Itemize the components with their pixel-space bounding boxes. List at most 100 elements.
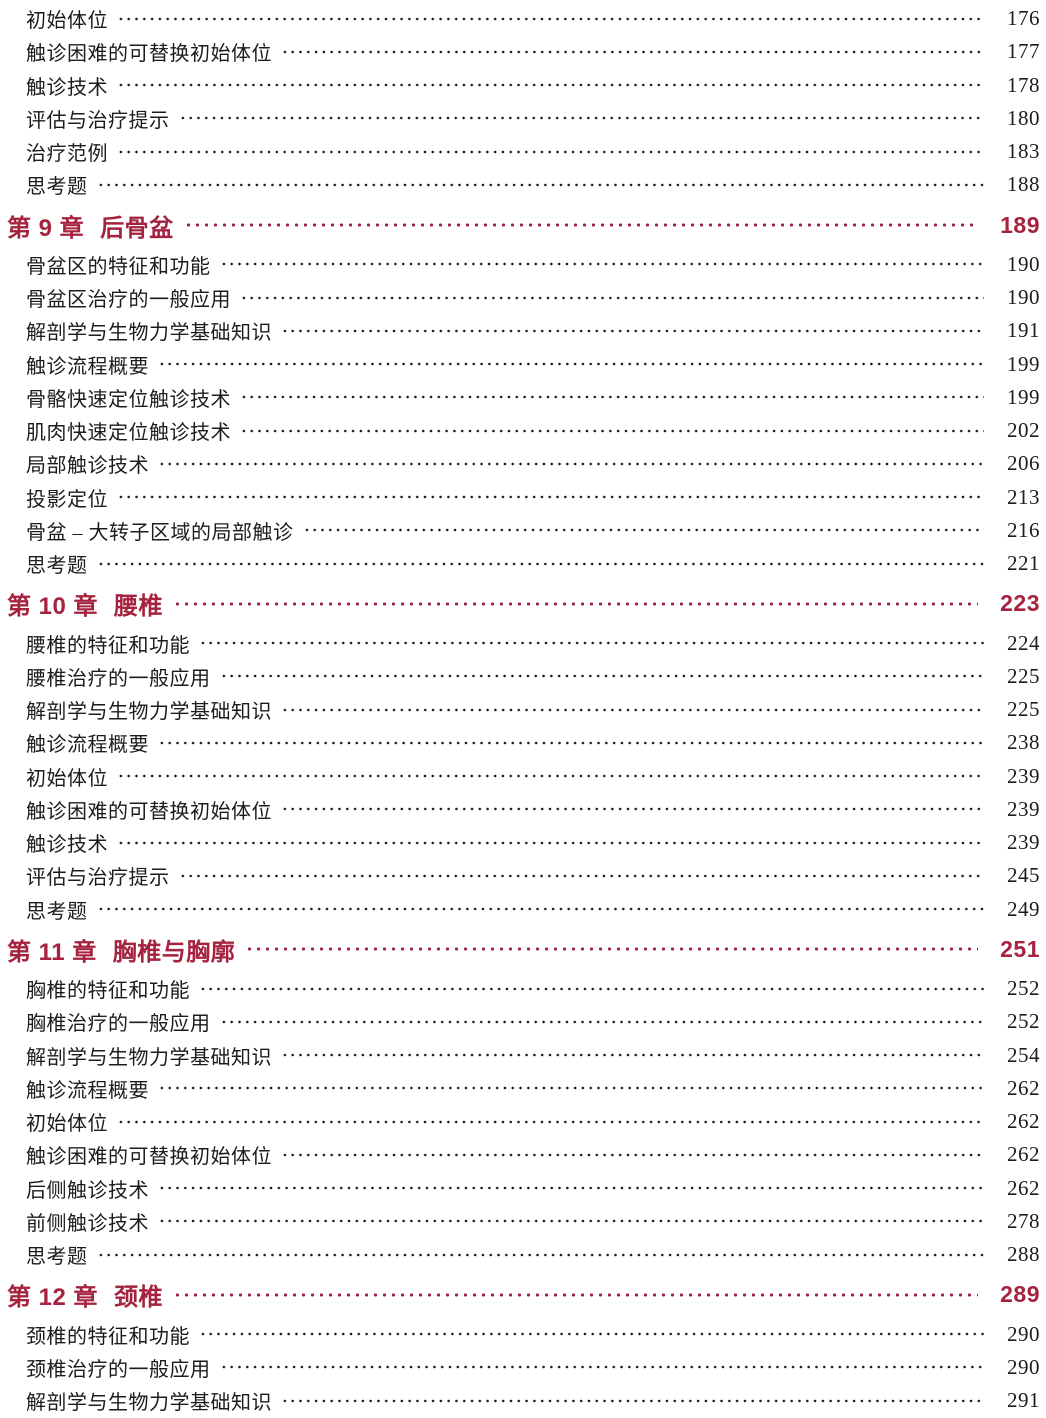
dot-leader — [219, 254, 984, 275]
toc-entry-row: 解剖学与生物力学基础知识 225 — [0, 693, 1040, 726]
dot-leader — [281, 1390, 984, 1411]
toc-entry-row: 初始体位 176 — [0, 2, 1040, 35]
toc-entry-label: 触诊技术 — [26, 76, 108, 99]
toc-entry-label: 评估与治疗提示 — [26, 109, 170, 132]
dot-leader — [117, 832, 984, 853]
toc-entry-row: 后侧触诊技术 262 — [0, 1172, 1040, 1205]
toc-entry-label: 思考题 — [26, 555, 88, 578]
dot-leader — [219, 1357, 984, 1378]
chapter-number: 第 10 章 — [7, 593, 99, 621]
dot-leader — [281, 799, 984, 820]
toc-entry-label: 触诊流程概要 — [26, 1079, 149, 1102]
toc-entry-label: 前侧触诊技术 — [26, 1212, 149, 1235]
toc-entry-label: 后侧触诊技术 — [26, 1179, 149, 1202]
dot-leader — [117, 487, 984, 508]
dot-leader — [117, 75, 984, 96]
chapter-title: 腰椎 — [114, 593, 164, 621]
dot-leader — [96, 899, 984, 920]
toc-entry-row: 前侧触诊技术 278 — [0, 1205, 1040, 1238]
dot-leader — [281, 320, 984, 341]
dot-leader — [240, 287, 984, 308]
toc-entry-page-number: 245 — [1007, 863, 1040, 888]
toc-entry-row: 投影定位 213 — [0, 481, 1040, 514]
toc-entry-page-number: 176 — [1007, 6, 1040, 31]
dot-leader — [117, 141, 984, 162]
dot-leader — [219, 666, 984, 687]
toc-entry-label: 骨盆区治疗的一般应用 — [26, 289, 231, 312]
toc-entry-label: 触诊流程概要 — [26, 734, 149, 757]
toc-entry-page-number: 252 — [1007, 976, 1040, 1001]
toc-entry-page-number: 238 — [1007, 730, 1040, 755]
toc-entry-row: 触诊流程概要 238 — [0, 726, 1040, 759]
dot-leader — [173, 591, 978, 616]
toc-entry-page-number: 262 — [1007, 1175, 1040, 1200]
toc-entry-page-number: 199 — [1007, 351, 1040, 376]
dot-leader — [281, 1144, 984, 1165]
toc-entry-row: 思考题 188 — [0, 168, 1040, 201]
dot-leader — [96, 174, 984, 195]
toc-entry-page-number: 249 — [1007, 896, 1040, 921]
toc-entry-page-number: 278 — [1007, 1208, 1040, 1233]
toc-entry-label: 胸椎治疗的一般应用 — [26, 1013, 211, 1036]
toc-entry-page-number: 199 — [1007, 384, 1040, 409]
toc-entry-page-number: 202 — [1007, 418, 1040, 443]
dot-leader — [173, 1282, 978, 1307]
toc-entry-page-number: 254 — [1007, 1042, 1040, 1067]
toc-entry-page-number: 189 — [1000, 211, 1040, 238]
toc-entry-row: 骨骼快速定位触诊技术 199 — [0, 381, 1040, 414]
dot-leader — [240, 420, 984, 441]
toc-entry-label: 投影定位 — [26, 488, 108, 511]
toc-entry-page-number: 225 — [1007, 697, 1040, 722]
toc-entry-row: 触诊技术 178 — [0, 69, 1040, 102]
toc-entry-label: 腰椎的特征和功能 — [26, 634, 190, 657]
dot-leader — [158, 1178, 984, 1199]
toc-entry-label: 思考题 — [26, 176, 88, 199]
toc-entry-row: 触诊困难的可替换初始体位 239 — [0, 793, 1040, 826]
toc-entry-row: 腰椎治疗的一般应用 225 — [0, 660, 1040, 693]
toc-entry-label: 触诊技术 — [26, 834, 108, 857]
dot-leader — [199, 1324, 984, 1345]
toc-entry-row: 思考题 221 — [0, 547, 1040, 580]
toc-entry-label: 局部触诊技术 — [26, 455, 149, 478]
chapter-number: 第 12 章 — [7, 1284, 99, 1312]
toc-entry-row: 骨盆区治疗的一般应用 190 — [0, 281, 1040, 314]
dot-leader — [199, 633, 984, 654]
toc-entry-label: 第 10 章腰椎 — [7, 586, 163, 621]
toc-entry-row: 骨盆区的特征和功能 190 — [0, 248, 1040, 281]
toc-entry-page-number: 290 — [1007, 1354, 1040, 1379]
toc-entry-page-number: 251 — [1000, 935, 1040, 962]
toc-entry-page-number: 206 — [1007, 451, 1040, 476]
toc-entry-page-number: 221 — [1007, 551, 1040, 576]
dot-leader — [240, 387, 984, 408]
toc-entry-page-number: 262 — [1007, 1075, 1040, 1100]
toc-entry-label: 骨盆 – 大转子区域的局部触诊 — [26, 521, 294, 544]
toc-entry-row: 初始体位 262 — [0, 1105, 1040, 1138]
dot-leader — [158, 354, 984, 375]
toc-entry-row: 颈椎治疗的一般应用 290 — [0, 1351, 1040, 1384]
toc-entry-label: 解剖学与生物力学基础知识 — [26, 1392, 272, 1415]
toc-entry-row: 治疗范例 183 — [0, 135, 1040, 168]
toc-entry-page-number: 289 — [1000, 1281, 1040, 1308]
toc-entry-label: 思考题 — [26, 1246, 88, 1269]
toc-entry-row: 腰椎的特征和功能 224 — [0, 627, 1040, 660]
toc-entry-label: 初始体位 — [26, 767, 108, 790]
chapter-number: 第 11 章 — [7, 938, 97, 966]
dot-leader — [117, 766, 984, 787]
toc-entry-label: 初始体位 — [26, 1113, 108, 1136]
dot-leader — [219, 1011, 984, 1032]
toc-entry-label: 思考题 — [26, 900, 88, 923]
toc-entry-row: 初始体位 239 — [0, 760, 1040, 793]
toc-entry-page-number: 291 — [1007, 1388, 1040, 1413]
toc-entry-page-number: 178 — [1007, 72, 1040, 97]
dot-leader — [158, 732, 984, 753]
dot-leader — [281, 41, 984, 62]
toc-entry-label: 第 12 章颈椎 — [7, 1277, 163, 1312]
toc-entry-page-number: 225 — [1007, 663, 1040, 688]
dot-leader — [178, 865, 984, 886]
toc-entry-page-number: 223 — [1000, 590, 1040, 617]
toc-entry-page-number: 262 — [1007, 1142, 1040, 1167]
toc-entry-row: 评估与治疗提示 180 — [0, 102, 1040, 135]
toc-entry-row: 胸椎治疗的一般应用 252 — [0, 1005, 1040, 1038]
dot-leader — [178, 108, 984, 129]
toc-entry-row: 胸椎的特征和功能 252 — [0, 972, 1040, 1005]
